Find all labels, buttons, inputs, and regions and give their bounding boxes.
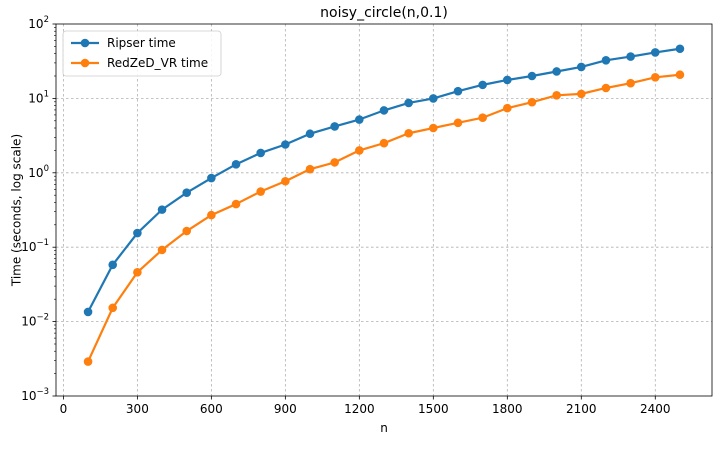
data-point (527, 97, 537, 107)
data-point (478, 80, 487, 90)
data-point (281, 176, 290, 186)
series-line (87, 73, 681, 363)
data-point (552, 67, 561, 76)
data-point (330, 122, 339, 131)
data-point (453, 86, 463, 96)
series-1 (83, 44, 685, 317)
data-point (231, 199, 241, 209)
data-point (675, 44, 685, 54)
data-point (429, 94, 438, 103)
data-point (256, 187, 265, 196)
y-tick-label: 10−1 (21, 238, 49, 254)
y-tick-label: 101 (28, 89, 49, 105)
data-point (429, 123, 438, 133)
y-tick-label: 102 (28, 15, 49, 31)
data-point (601, 56, 611, 65)
data-point (675, 70, 685, 80)
data-point (453, 118, 463, 128)
data-point (650, 48, 660, 57)
data-point (182, 188, 192, 198)
data-point (83, 357, 93, 366)
chart-title: noisy_circle(n,0.1) (320, 5, 448, 21)
series-line (87, 47, 681, 313)
legend-marker (80, 58, 90, 68)
data-point (478, 113, 487, 123)
x-axis-title: n (380, 421, 388, 435)
legend-label: Ripser time (107, 36, 176, 50)
series-2 (83, 70, 685, 366)
y-axis-title: Time (seconds, log scale) (10, 134, 24, 287)
data-point (527, 71, 537, 81)
x-tick-label: 300 (126, 402, 149, 416)
x-tick-label: 0 (60, 402, 68, 416)
y-tick-label: 100 (28, 164, 49, 180)
x-tick-label: 600 (200, 402, 223, 416)
data-point (83, 307, 93, 317)
data-point (503, 103, 512, 113)
data-point (355, 146, 364, 155)
data-point (503, 75, 512, 85)
data-point (157, 245, 167, 255)
data-point (133, 267, 142, 277)
legend-item: RedZeD_VR time (71, 56, 208, 70)
data-point (231, 160, 241, 169)
data-point (626, 52, 635, 61)
legend-marker (80, 38, 90, 48)
data-point (108, 303, 118, 313)
x-tick-label: 900 (274, 402, 297, 416)
legend: Ripser time RedZeD_VR time (62, 30, 222, 77)
data-point (601, 83, 611, 93)
y-tick-label: 10−2 (21, 313, 49, 329)
data-point (576, 62, 586, 72)
legend-box (62, 30, 222, 77)
data-point (576, 89, 586, 99)
data-point (256, 148, 265, 158)
data-point (379, 106, 389, 115)
data-point (330, 158, 339, 167)
x-tick-label: 1500 (418, 402, 449, 416)
data-point (404, 98, 413, 108)
data-point (108, 260, 118, 270)
data-point (133, 228, 142, 238)
data-point (650, 73, 660, 82)
x-tick-label: 1200 (344, 402, 375, 416)
data-point (305, 129, 315, 139)
data-point (404, 128, 413, 138)
data-point (355, 115, 364, 124)
data-point (182, 226, 192, 236)
data-point (552, 91, 561, 100)
data-point (207, 210, 216, 220)
legend-item: Ripser time (71, 36, 176, 50)
x-tick-label: 2100 (566, 402, 597, 416)
data-point (281, 140, 290, 149)
legend-label: RedZeD_VR time (107, 56, 208, 70)
data-point (626, 78, 635, 88)
data-point (207, 173, 216, 183)
y-tick-label: 10−3 (21, 387, 49, 403)
x-tick-label: 1800 (492, 402, 523, 416)
plot-frame (55, 23, 713, 397)
x-tick-label: 2400 (640, 402, 671, 416)
data-point (305, 164, 315, 174)
data-point (157, 205, 167, 214)
data-point (379, 138, 389, 148)
